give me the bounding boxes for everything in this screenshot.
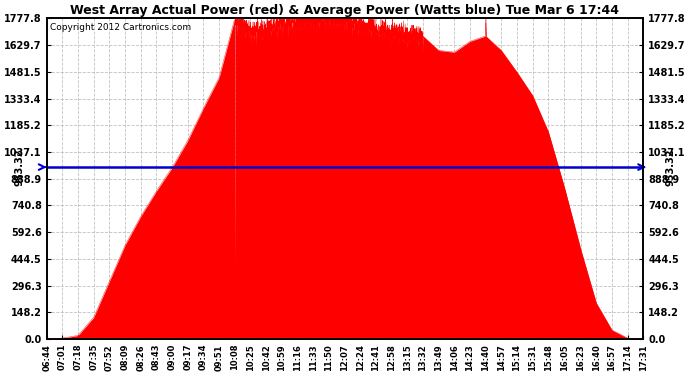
Text: Copyright 2012 Cartronics.com: Copyright 2012 Cartronics.com <box>50 23 190 32</box>
Title: West Array Actual Power (red) & Average Power (Watts blue) Tue Mar 6 17:44: West Array Actual Power (red) & Average … <box>70 4 620 17</box>
Text: 953.32: 953.32 <box>14 148 25 186</box>
Text: 953.32: 953.32 <box>665 148 676 186</box>
